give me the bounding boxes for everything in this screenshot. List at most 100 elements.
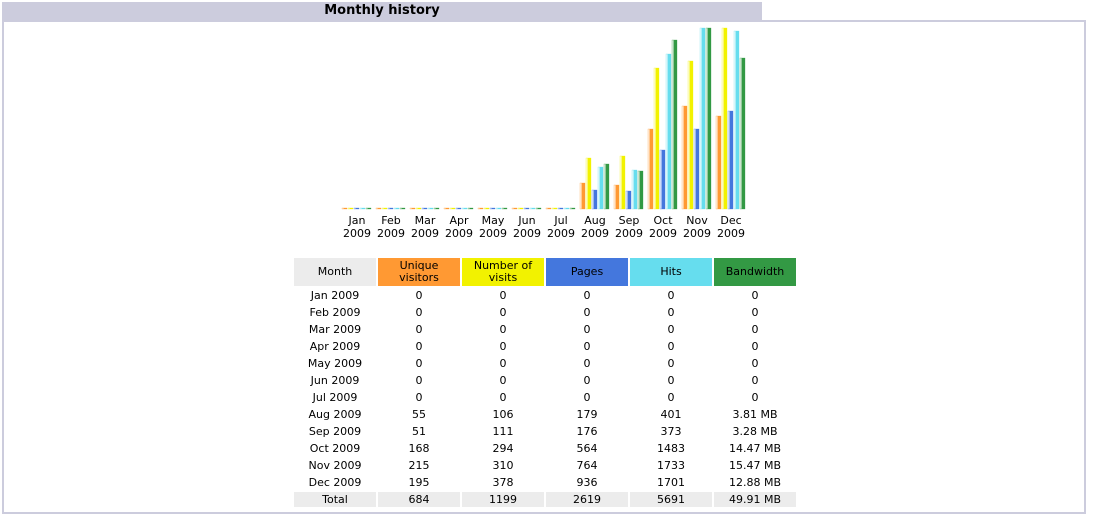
table-row: Dec 2009 195 378 936 1701 12.88 MB <box>294 475 796 490</box>
total-row: Total 684 1199 2619 5691 49.91 MB <box>294 492 796 507</box>
cell-bandwidth: 0 <box>751 306 759 319</box>
cell-unique: 0 <box>415 323 423 336</box>
bar-visits-may-2009 <box>483 207 490 210</box>
cell-unique: 0 <box>415 374 423 387</box>
bar-pages-oct-2009 <box>659 149 666 210</box>
bar-hits-jul-2009 <box>563 207 570 210</box>
cell-bandwidth: 14.47 MB <box>728 442 782 455</box>
bar-pages-nov-2009 <box>693 128 700 210</box>
cell-unique: 0 <box>415 357 423 370</box>
bar-unique-oct-2009 <box>647 128 654 210</box>
section-header: Monthly history <box>2 2 762 20</box>
cell-visits: 0 <box>499 306 507 319</box>
cell-hits: 0 <box>667 391 675 404</box>
table-row: Feb 2009 0 0 0 0 0 <box>294 305 796 320</box>
bar-hits-apr-2009 <box>461 207 468 210</box>
tick-label-month: Jun <box>517 214 535 227</box>
table-row: Nov 2009 215 310 764 1733 15.47 MB <box>294 458 796 473</box>
cell-unique: 55 <box>412 408 426 421</box>
tick-label-month: Mar <box>415 214 436 227</box>
bar-pages-feb-2009 <box>387 207 394 210</box>
bar-visits-jul-2009 <box>551 207 558 210</box>
col-unique-visitors: Unique visitors <box>378 258 460 286</box>
bar-unique-dec-2009 <box>715 115 722 210</box>
bar-visits-aug-2009 <box>585 157 592 210</box>
table-row: May 2009 0 0 0 0 0 <box>294 356 796 371</box>
bar-hits-feb-2009 <box>393 207 400 210</box>
table-row: Jun 2009 0 0 0 0 0 <box>294 373 796 388</box>
cell-hits: 1483 <box>657 442 685 455</box>
bar-pages-may-2009 <box>489 207 496 210</box>
table-row: Mar 2009 0 0 0 0 0 <box>294 322 796 337</box>
cell-month: Oct 2009 <box>309 442 361 455</box>
tick-label-year: 2009 <box>411 227 439 240</box>
cell-month: May 2009 <box>307 357 363 370</box>
tick-label-month: Apr <box>449 214 469 227</box>
cell-hits: 0 <box>667 323 675 336</box>
cell-pages: 564 <box>576 442 598 455</box>
cell-bandwidth: 0 <box>751 374 759 387</box>
cell-pages: 0 <box>583 391 591 404</box>
bar-hits-sep-2009 <box>631 169 638 210</box>
bar-pages-jun-2009 <box>523 207 530 210</box>
cell-visits: 0 <box>499 289 507 302</box>
bar-unique-apr-2009 <box>443 207 450 210</box>
bar-bandwidth-apr-2009 <box>467 207 474 210</box>
cell-month: Apr 2009 <box>309 340 361 353</box>
tick-label-year: 2009 <box>377 227 405 240</box>
tick-label-month: Feb <box>381 214 400 227</box>
cell-visits: 0 <box>499 357 507 370</box>
table-row: Oct 2009 168 294 564 1483 14.47 MB <box>294 441 796 456</box>
cell-pages: 764 <box>576 459 598 472</box>
bar-bandwidth-nov-2009 <box>705 27 712 210</box>
table-row: Jan 2009 0 0 0 0 0 <box>294 288 796 303</box>
bar-unique-may-2009 <box>477 207 484 210</box>
cell-visits: 111 <box>492 425 514 438</box>
bar-bandwidth-sep-2009 <box>637 170 644 210</box>
tick-label-year: 2009 <box>683 227 711 240</box>
bar-unique-aug-2009 <box>579 182 586 210</box>
monthly-stats-table: Month Unique visitors Number of visits P… <box>292 256 798 509</box>
tick-label-year: 2009 <box>513 227 541 240</box>
cell-visits: 0 <box>499 323 507 336</box>
tick-label-month: Jan <box>348 214 366 227</box>
bar-hits-aug-2009 <box>597 166 604 210</box>
cell-visits: 0 <box>499 374 507 387</box>
bar-hits-nov-2009 <box>699 27 706 210</box>
cell-hits: 373 <box>660 425 682 438</box>
cell-hits: 0 <box>667 340 675 353</box>
tick-label-year: 2009 <box>581 227 609 240</box>
cell-unique: 0 <box>415 340 423 353</box>
cell-unique: 195 <box>408 476 430 489</box>
tick-label-month: Oct <box>653 214 673 227</box>
bar-hits-mar-2009 <box>427 207 434 210</box>
bar-pages-jan-2009 <box>353 207 360 210</box>
cell-month: Jan 2009 <box>310 289 360 302</box>
cell-unique: 168 <box>408 442 430 455</box>
tick-label-year: 2009 <box>445 227 473 240</box>
cell-bandwidth: 0 <box>751 340 759 353</box>
cell-bandwidth: 0 <box>751 357 759 370</box>
cell-unique: 51 <box>412 425 426 438</box>
bar-unique-jan-2009 <box>341 207 348 210</box>
cell-bandwidth: 3.28 MB <box>732 425 778 438</box>
bar-visits-mar-2009 <box>415 207 422 210</box>
cell-hits: 0 <box>667 289 675 302</box>
cell-pages: 936 <box>576 476 598 489</box>
col-pages: Pages <box>546 258 628 286</box>
tick-label-month: Aug <box>584 214 605 227</box>
cell-month: Feb 2009 <box>309 306 361 319</box>
total-label: Total <box>294 492 376 507</box>
col-month: Month <box>294 258 376 286</box>
total-visits: 1199 <box>462 492 544 507</box>
cell-visits: 0 <box>499 391 507 404</box>
cell-pages: 0 <box>583 340 591 353</box>
cell-visits: 310 <box>492 459 514 472</box>
bar-unique-sep-2009 <box>613 184 620 210</box>
total-unique: 684 <box>378 492 460 507</box>
cell-month: Nov 2009 <box>308 459 362 472</box>
bar-bandwidth-mar-2009 <box>433 207 440 210</box>
cell-month: Aug 2009 <box>308 408 362 421</box>
table-row: Apr 2009 0 0 0 0 0 <box>294 339 796 354</box>
col-number-of-visits: Number of visits <box>462 258 544 286</box>
